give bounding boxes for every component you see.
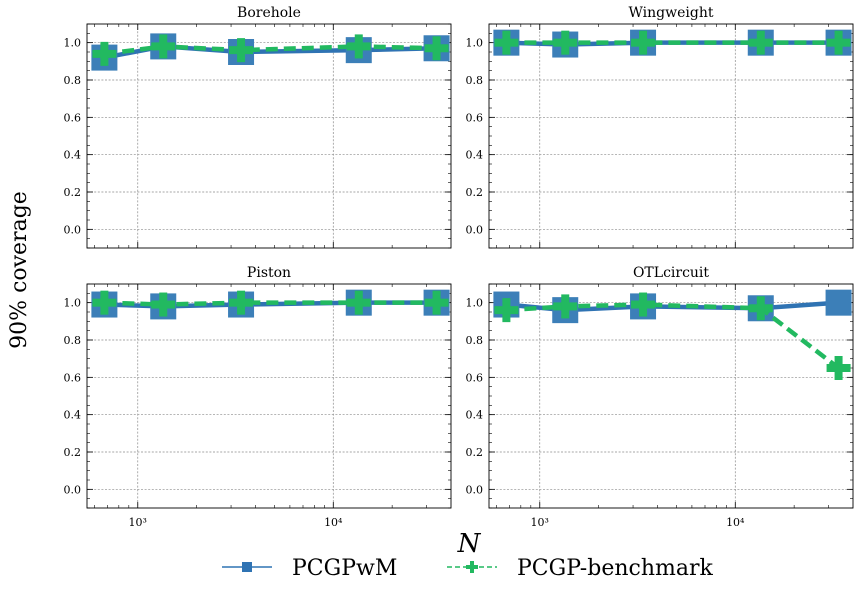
marker-pcgp-benchmark xyxy=(229,290,254,315)
marker-pcgp-benchmark xyxy=(346,34,371,59)
y-tick-label: 0.4 xyxy=(64,409,82,422)
marker-pcgp-benchmark xyxy=(826,356,851,380)
y-tick-label: 0.2 xyxy=(64,446,82,459)
marker-pcgp-benchmark xyxy=(151,292,176,317)
legend-entry-pcgp-benchmark: PCGP-benchmark xyxy=(447,556,713,581)
marker-plus-v xyxy=(354,34,363,59)
panel-piston: Piston 0.0 0.2 0.4 0.6 0.8 1.0 10³ 10⁴ xyxy=(64,265,452,529)
y-tick-label: 0.2 xyxy=(466,446,484,459)
marker-plus-v xyxy=(100,290,109,315)
y-tick-label: 0.0 xyxy=(64,483,82,496)
y-tick-label: 0.0 xyxy=(466,223,484,236)
plot-area-otlcircuit xyxy=(493,289,852,380)
marker-pcgp-benchmark xyxy=(631,30,656,55)
marker-plus-v xyxy=(639,292,648,317)
marker-plus-v xyxy=(502,298,511,323)
panel-title-borehole: Borehole xyxy=(237,5,301,21)
y-tick-label: 1.0 xyxy=(466,37,484,50)
marker-plus-v xyxy=(502,30,511,55)
marker-plus-v xyxy=(237,290,246,315)
y-tick-label: 0.0 xyxy=(466,483,484,496)
marker-plus-v xyxy=(834,30,843,55)
marker-pcgp-benchmark xyxy=(92,290,117,315)
y-tick-label: 0.8 xyxy=(466,74,484,87)
plot-area-piston xyxy=(91,289,450,320)
legend-plus-marker-icon xyxy=(466,559,470,563)
panel-title-otlcircuit: OTLcircuit xyxy=(633,265,709,281)
marker-plus-v xyxy=(834,356,843,380)
subplot-grid: Borehole 0.0 0.2 0.4 0.6 0.8 1.0 Wingweight 0.0 0… xyxy=(64,5,854,529)
marker-plus-v xyxy=(159,34,168,59)
marker-pcgp-benchmark xyxy=(424,290,449,315)
marker-plus-v xyxy=(756,30,765,55)
x-tick-label: 10⁴ xyxy=(324,516,343,529)
marker-plus-v xyxy=(432,290,441,315)
marker-pcgp-benchmark xyxy=(346,290,371,315)
marker-plus-v xyxy=(432,36,441,61)
marker-pcgp-benchmark xyxy=(494,298,519,323)
plot-area-borehole xyxy=(91,33,450,71)
marker-pcgp-benchmark xyxy=(92,41,117,66)
panel-wingweight: Wingweight 0.0 0.2 0.4 0.6 0.8 1.0 xyxy=(466,5,854,249)
marker-plus-v xyxy=(354,290,363,315)
marker-plus-v xyxy=(756,296,765,321)
axes-frame xyxy=(488,23,854,249)
y-tick-label: 0.4 xyxy=(466,409,484,422)
y-tick-label: 0.6 xyxy=(466,371,484,384)
panel-borehole: Borehole 0.0 0.2 0.4 0.6 0.8 1.0 xyxy=(64,5,452,249)
panel-title-wingweight: Wingweight xyxy=(629,5,714,21)
axes-frame xyxy=(488,283,854,509)
marker-pcgp-benchmark xyxy=(553,294,578,319)
panel-title-piston: Piston xyxy=(247,265,291,281)
axes-frame xyxy=(86,283,452,509)
axes-frame xyxy=(86,23,452,249)
marker-plus-v xyxy=(237,38,246,63)
y-tick-label: 0.6 xyxy=(64,111,82,124)
marker-pcgp-benchmark xyxy=(424,36,449,61)
marker-pcgp-benchmark xyxy=(748,30,773,55)
x-tick-label: 10³ xyxy=(531,516,549,529)
y-tick-label: 0.8 xyxy=(466,334,484,347)
x-tick-label: 10⁴ xyxy=(726,516,745,529)
panel-otlcircuit: OTLcircuit 0.0 0.2 0.4 0.6 0.8 1.0 10³ 10⁴ xyxy=(466,265,854,529)
marker-plus-v xyxy=(100,41,109,66)
y-tick-label: 1.0 xyxy=(64,37,82,50)
legend: PCGPwM PCGP-benchmark xyxy=(222,556,713,581)
marker-pcgp-benchmark xyxy=(748,296,773,321)
legend-entry-pcgpwm: PCGPwM xyxy=(222,556,397,581)
y-tick-label: 0.4 xyxy=(64,149,82,162)
marker-pcgp-benchmark xyxy=(631,292,656,317)
marker-pcgp-benchmark xyxy=(229,38,254,63)
marker-plus-v xyxy=(159,292,168,317)
marker-plus-v xyxy=(561,294,570,319)
y-tick-label: 1.0 xyxy=(64,297,82,310)
marker-pcgp-benchmark xyxy=(553,30,578,55)
y-axis-label: 90% coverage xyxy=(7,191,32,349)
marker-plus-v xyxy=(639,30,648,55)
legend-label-pcgp-benchmark: PCGP-benchmark xyxy=(517,556,713,581)
legend-label-pcgpwm: PCGPwM xyxy=(292,556,397,581)
y-tick-label: 0.8 xyxy=(64,74,82,87)
marker-pcgp-benchmark xyxy=(494,30,519,55)
y-tick-label: 0.6 xyxy=(64,371,82,384)
x-tick-label: 10³ xyxy=(129,516,147,529)
y-tick-label: 0.2 xyxy=(466,186,484,199)
x-axis-label: N xyxy=(457,529,482,559)
y-tick-label: 0.4 xyxy=(466,149,484,162)
plot-area-wingweight xyxy=(493,29,852,58)
legend-plus-v xyxy=(470,561,474,573)
y-tick-label: 0.0 xyxy=(64,223,82,236)
y-tick-label: 1.0 xyxy=(466,297,484,310)
marker-plus-v xyxy=(561,30,570,55)
y-tick-label: 0.8 xyxy=(64,334,82,347)
y-tick-label: 0.2 xyxy=(64,186,82,199)
legend-square-marker-icon xyxy=(242,562,252,572)
marker-pcgp-benchmark xyxy=(151,34,176,59)
y-tick-label: 0.6 xyxy=(466,111,484,124)
marker-pcgpwm xyxy=(825,289,852,316)
marker-pcgp-benchmark xyxy=(826,30,851,55)
